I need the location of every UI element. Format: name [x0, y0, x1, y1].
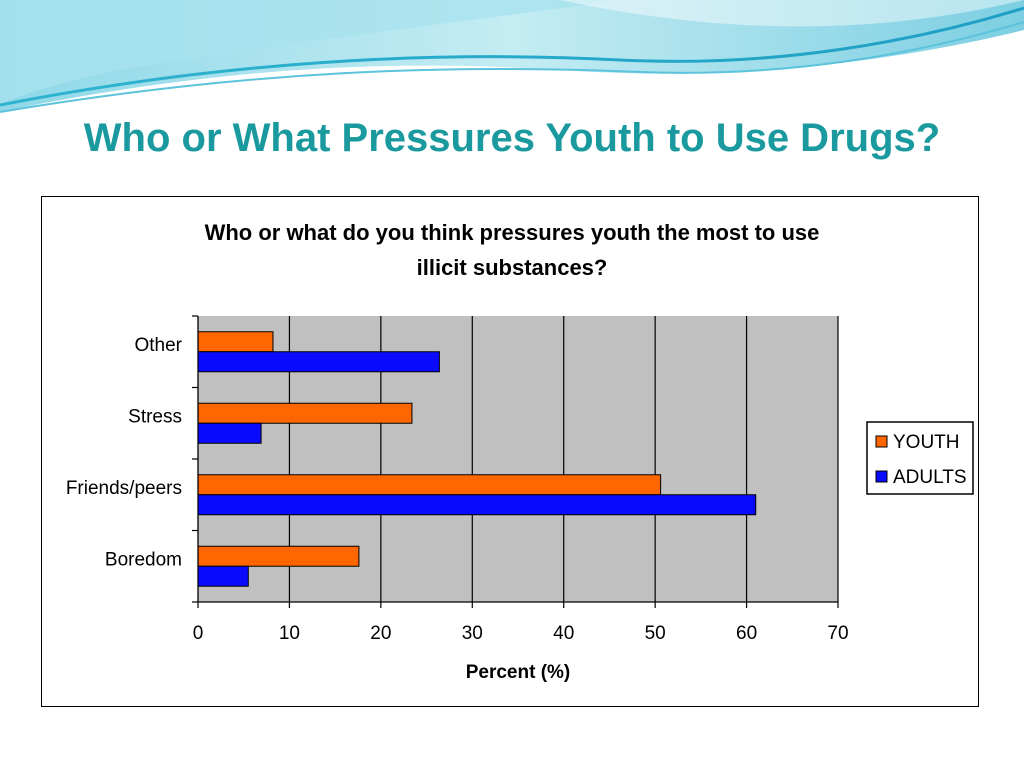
bar-adults-stress	[197, 422, 262, 444]
x-tick-label-0: 0	[193, 623, 204, 644]
y-tick-label-boredom: Boredom	[105, 549, 182, 570]
x-tick-label-10: 10	[279, 623, 300, 644]
header-wave-decoration	[0, 0, 1024, 113]
bar-adults-other	[197, 351, 440, 373]
bar-youth-stress	[197, 402, 413, 424]
legend: YOUTH ADULTS	[866, 421, 974, 495]
chart-title-line-1: Who or what do you think pressures youth…	[205, 220, 820, 245]
x-tick-label-60: 60	[736, 623, 757, 644]
y-tick-label-friends-peers: Friends/peers	[66, 478, 182, 499]
x-tick-label-40: 40	[553, 623, 574, 644]
y-tick-label-other: Other	[134, 335, 182, 356]
chart-title-line-2: illicit substances?	[417, 255, 608, 280]
x-tick-labels: 0 10 20 30 40 50 60 70	[193, 623, 849, 644]
x-tick-label-20: 20	[370, 623, 391, 644]
y-tick-labels: Other Stress Friends/peers Boredom	[66, 335, 183, 571]
y-tick-label-stress: Stress	[128, 406, 182, 427]
x-tick-label-50: 50	[645, 623, 666, 644]
legend-swatch-youth	[875, 435, 888, 448]
x-tick-label-30: 30	[462, 623, 483, 644]
legend-label-youth: YOUTH	[893, 432, 960, 453]
x-axis-label: Percent (%)	[466, 662, 571, 683]
bar-youth-friends-peers	[197, 474, 662, 496]
legend-label-adults: ADULTS	[893, 467, 967, 488]
legend-swatch-adults	[875, 470, 888, 483]
bar-adults-friends-peers	[197, 494, 757, 516]
bar-youth-other	[197, 331, 274, 353]
x-tick-label-70: 70	[827, 623, 848, 644]
slide-title: Who or What Pressures Youth to Use Drugs…	[83, 116, 941, 160]
axes	[192, 315, 839, 608]
bar-adults-boredom	[197, 565, 249, 587]
bar-youth-boredom	[197, 545, 360, 567]
